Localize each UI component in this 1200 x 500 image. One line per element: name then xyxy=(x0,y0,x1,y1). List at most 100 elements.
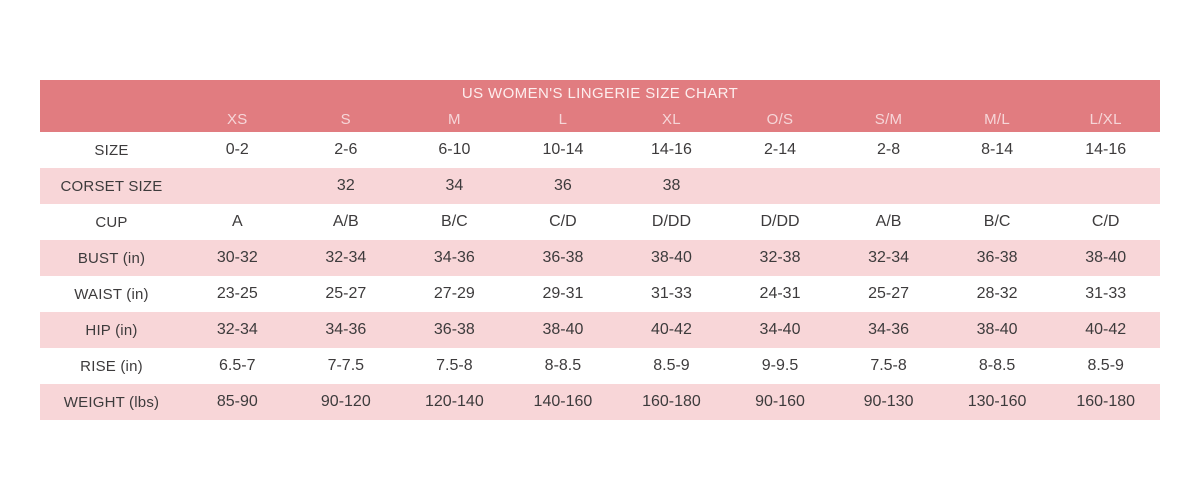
table-cell: D/DD xyxy=(760,213,800,230)
table-cell: 160-180 xyxy=(1076,393,1136,410)
table-cell: 7-7.5 xyxy=(327,357,365,374)
table-cell: 36 xyxy=(554,177,572,194)
table-cell: 24-31 xyxy=(759,285,801,302)
table-cell: 14-16 xyxy=(651,141,692,158)
table-cell: 28-32 xyxy=(976,285,1018,302)
table-cell: 36-38 xyxy=(433,321,475,338)
column-header-row: XS S M L XL O/S S/M M/L L/XL xyxy=(40,107,1160,132)
table-cell: 32-38 xyxy=(759,249,801,266)
table-cell: 32-34 xyxy=(216,321,258,338)
table-cell: 31-33 xyxy=(1085,285,1127,302)
table-cell: 25-27 xyxy=(325,285,367,302)
table-cell: 38-40 xyxy=(1085,249,1127,266)
table-cell xyxy=(943,168,1052,204)
table-cell xyxy=(183,168,292,204)
column-header-os: O/S xyxy=(725,107,835,132)
column-header-m: M xyxy=(400,107,509,132)
column-header-ml: M/L xyxy=(942,107,1052,132)
table-cell: 7.5-8 xyxy=(870,357,907,374)
table-cell: D/DD xyxy=(651,213,692,230)
table-cell: 8-14 xyxy=(981,141,1014,158)
table-cell: 140-160 xyxy=(533,393,593,410)
row-label-waist: WAIST (in) xyxy=(74,285,149,303)
table-cell xyxy=(1051,168,1160,204)
table-cell: 8.5-9 xyxy=(1087,357,1124,374)
row-label-weight: WEIGHT (lbs) xyxy=(63,393,160,411)
table-cell: 36-38 xyxy=(976,249,1018,266)
table-cell: 14-16 xyxy=(1085,141,1127,158)
table-cell: 38-40 xyxy=(976,321,1018,338)
table-cell: 10-14 xyxy=(542,141,584,158)
table-cell: 34-36 xyxy=(868,321,910,338)
table-cell: 0-2 xyxy=(225,141,249,158)
column-header-sm: S/M xyxy=(834,107,943,132)
table-row-waist: WAIST (in) 23-25 25-27 27-29 29-31 31-33… xyxy=(40,276,1160,312)
column-header-l: L xyxy=(508,107,618,132)
table-cell: 34-40 xyxy=(759,321,801,338)
table-cell: 34 xyxy=(445,177,464,194)
table-cell: 2-14 xyxy=(763,141,797,158)
row-label-corset-size: CORSET SIZE xyxy=(60,177,163,195)
table-cell: 31-33 xyxy=(651,285,692,302)
table-cell: B/C xyxy=(441,213,468,230)
row-label-size: SIZE xyxy=(94,141,129,159)
chart-title: US WOMEN'S LINGERIE SIZE CHART xyxy=(40,80,1160,107)
row-label-rise: RISE (in) xyxy=(80,357,143,375)
table-row-cup: CUP A A/B B/C C/D D/DD D/DD A/B B/C C/D xyxy=(40,204,1160,240)
table-cell: 85-90 xyxy=(216,393,258,410)
table-cell: 40-42 xyxy=(1085,321,1127,338)
table-row-size: SIZE 0-2 2-6 6-10 10-14 14-16 2-14 2-8 8… xyxy=(40,132,1160,168)
table-cell: 32-34 xyxy=(868,249,910,266)
table-cell: 130-160 xyxy=(967,393,1027,410)
table-cell: A/B xyxy=(332,213,359,230)
table-cell: 23-25 xyxy=(216,285,258,302)
row-label-bust: BUST (in) xyxy=(77,249,146,267)
table-cell: B/C xyxy=(983,213,1011,230)
table-cell: 34-36 xyxy=(433,249,475,266)
table-cell: 29-31 xyxy=(542,285,584,302)
table-cell: 38-40 xyxy=(651,249,692,266)
table-cell: 40-42 xyxy=(651,321,692,338)
table-row-corset-size: CORSET SIZE 32 34 36 38 xyxy=(40,168,1160,204)
table-cell: 160-180 xyxy=(642,393,701,410)
column-header-s: S xyxy=(291,107,401,132)
column-header-xl: XL xyxy=(617,107,726,132)
table-cell: 90-120 xyxy=(320,393,371,410)
table-cell: 27-29 xyxy=(433,285,475,302)
table-cell: 38 xyxy=(662,177,681,194)
table-cell: 32-34 xyxy=(325,249,367,266)
table-cell: 90-160 xyxy=(755,393,805,410)
table-cell: 6-10 xyxy=(438,141,471,158)
column-header-blank xyxy=(40,107,183,132)
column-header-xs: XS xyxy=(183,107,292,132)
table-cell: 8-8.5 xyxy=(978,357,1016,374)
table-cell: A xyxy=(231,213,243,230)
table-cell: 9-9.5 xyxy=(761,357,799,374)
table-cell: 6.5-7 xyxy=(219,357,256,374)
table-cell: A/B xyxy=(875,213,902,230)
column-header-lxl: L/XL xyxy=(1051,107,1160,132)
table-cell: 2-6 xyxy=(334,141,358,158)
table-cell: 7.5-8 xyxy=(436,357,473,374)
table-cell: 30-32 xyxy=(216,249,258,266)
table-cell: 2-8 xyxy=(876,141,901,158)
table-row-rise: RISE (in) 6.5-7 7-7.5 7.5-8 8-8.5 8.5-9 … xyxy=(40,348,1160,384)
table-cell: 25-27 xyxy=(868,285,910,302)
table-cell: 34-36 xyxy=(325,321,367,338)
lingerie-size-chart: US WOMEN'S LINGERIE SIZE CHART XS S M L … xyxy=(40,80,1160,420)
table-row-weight: WEIGHT (lbs) 85-90 90-120 120-140 140-16… xyxy=(40,384,1160,420)
row-label-hip: HIP (in) xyxy=(85,321,138,339)
table-cell: 8-8.5 xyxy=(544,357,582,374)
table-cell xyxy=(834,168,943,204)
table-cell: 90-130 xyxy=(863,393,914,410)
row-label-cup: CUP xyxy=(95,213,128,231)
table-cell: 120-140 xyxy=(425,393,484,410)
table-row-bust: BUST (in) 30-32 32-34 34-36 36-38 38-40 … xyxy=(40,240,1160,276)
table-cell xyxy=(726,168,835,204)
table-cell: 8.5-9 xyxy=(653,357,690,374)
table-cell: 38-40 xyxy=(542,321,584,338)
chart-title-row: US WOMEN'S LINGERIE SIZE CHART xyxy=(40,80,1160,107)
table-cell: 32 xyxy=(336,177,355,194)
table-cell: 36-38 xyxy=(542,249,584,266)
